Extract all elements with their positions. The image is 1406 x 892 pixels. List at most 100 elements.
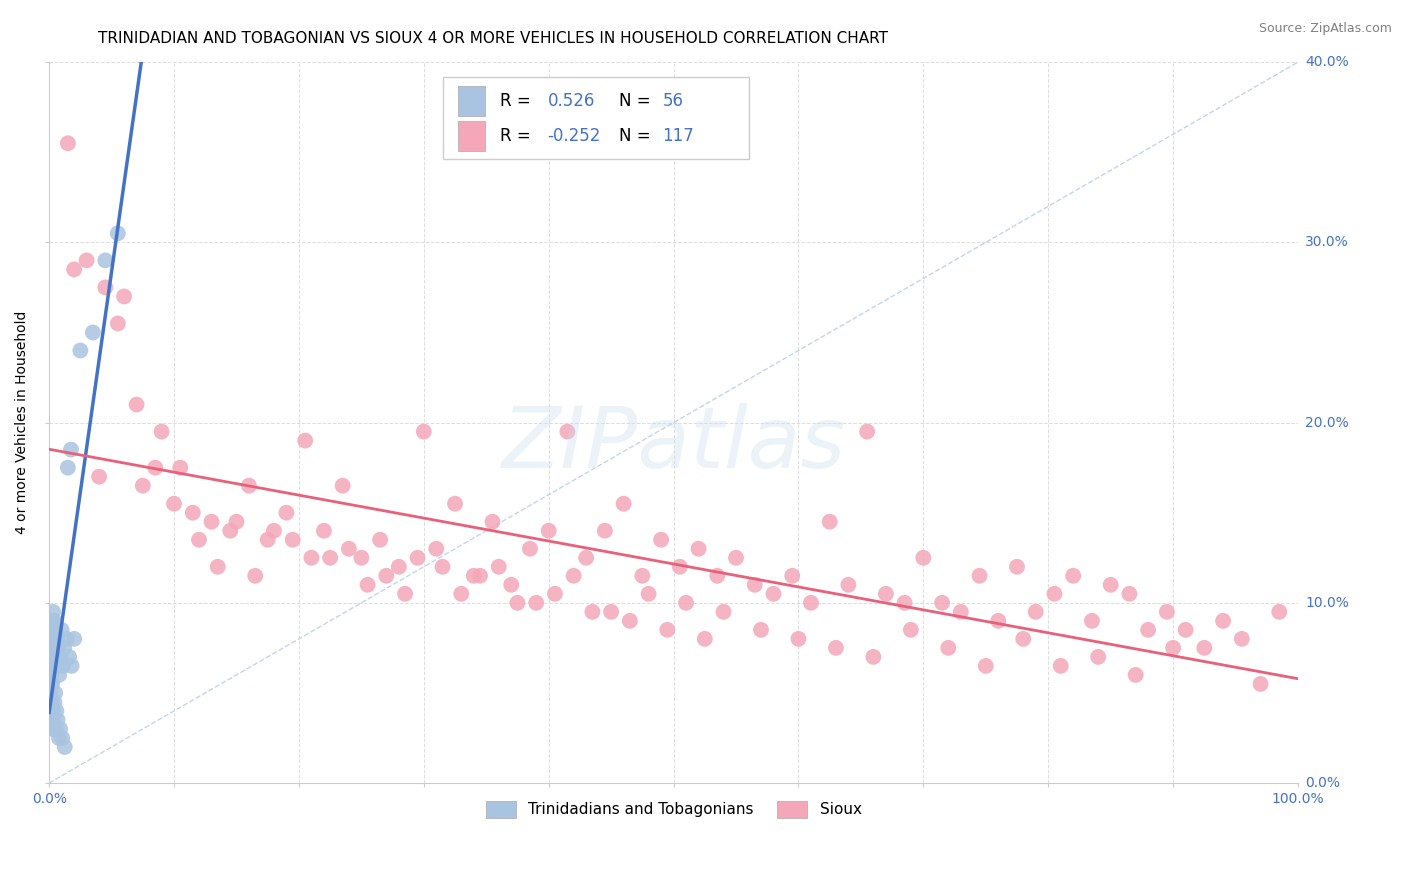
Point bbox=[406, 550, 429, 565]
Point bbox=[544, 587, 567, 601]
Point bbox=[56, 136, 79, 151]
Point bbox=[1099, 578, 1122, 592]
Point bbox=[412, 425, 434, 439]
Point bbox=[1268, 605, 1291, 619]
Point bbox=[42, 640, 65, 655]
Point bbox=[537, 524, 560, 538]
Text: R =: R = bbox=[501, 127, 536, 145]
Point bbox=[749, 623, 772, 637]
Point bbox=[52, 659, 75, 673]
Point bbox=[181, 506, 204, 520]
Point bbox=[63, 632, 86, 646]
Point bbox=[188, 533, 211, 547]
Point bbox=[1005, 559, 1028, 574]
Point bbox=[444, 497, 467, 511]
Point bbox=[299, 550, 322, 565]
Point bbox=[245, 568, 267, 582]
Point bbox=[281, 533, 304, 547]
Point bbox=[974, 659, 997, 673]
Point bbox=[46, 632, 69, 646]
Point bbox=[368, 533, 391, 547]
Text: 20.0%: 20.0% bbox=[1305, 416, 1348, 430]
Point bbox=[200, 515, 222, 529]
Text: N =: N = bbox=[619, 127, 655, 145]
Point bbox=[225, 515, 247, 529]
Point bbox=[862, 649, 884, 664]
Text: -0.252: -0.252 bbox=[547, 127, 600, 145]
Point bbox=[41, 632, 63, 646]
Point bbox=[39, 677, 62, 691]
Point bbox=[39, 704, 62, 718]
Point bbox=[41, 614, 63, 628]
Point bbox=[39, 668, 62, 682]
Point bbox=[468, 568, 491, 582]
Point bbox=[1137, 623, 1160, 637]
Point bbox=[51, 731, 73, 745]
Point bbox=[44, 623, 66, 637]
Point bbox=[82, 326, 104, 340]
Text: TRINIDADIAN AND TOBAGONIAN VS SIOUX 4 OR MORE VEHICLES IN HOUSEHOLD CORRELATION : TRINIDADIAN AND TOBAGONIAN VS SIOUX 4 OR… bbox=[98, 31, 889, 46]
Point bbox=[900, 623, 922, 637]
Point bbox=[1081, 614, 1104, 628]
Point bbox=[48, 731, 70, 745]
Point bbox=[675, 596, 697, 610]
Point bbox=[350, 550, 373, 565]
Point bbox=[38, 695, 60, 709]
Point bbox=[1161, 640, 1184, 655]
Point bbox=[501, 578, 523, 592]
Point bbox=[294, 434, 316, 448]
Point bbox=[263, 524, 285, 538]
Point bbox=[1194, 640, 1216, 655]
Text: 30.0%: 30.0% bbox=[1305, 235, 1348, 250]
Point bbox=[132, 478, 155, 492]
Point bbox=[1049, 659, 1071, 673]
Point bbox=[41, 695, 63, 709]
Point bbox=[1230, 632, 1253, 646]
Text: 0.0%: 0.0% bbox=[1305, 776, 1340, 790]
Point bbox=[39, 686, 62, 700]
Point bbox=[39, 649, 62, 664]
Point bbox=[600, 605, 623, 619]
Point bbox=[581, 605, 603, 619]
Point bbox=[107, 227, 129, 241]
Point bbox=[562, 568, 585, 582]
Point bbox=[931, 596, 953, 610]
Point bbox=[45, 704, 67, 718]
Point bbox=[337, 541, 360, 556]
Point bbox=[800, 596, 823, 610]
Point bbox=[150, 425, 173, 439]
Point bbox=[46, 713, 69, 727]
FancyBboxPatch shape bbox=[457, 86, 485, 116]
Point bbox=[506, 596, 529, 610]
Point bbox=[1043, 587, 1066, 601]
Point bbox=[58, 649, 80, 664]
Point bbox=[575, 550, 598, 565]
Point bbox=[163, 497, 186, 511]
Point bbox=[94, 253, 117, 268]
Point bbox=[693, 632, 716, 646]
Point bbox=[650, 533, 672, 547]
Point bbox=[42, 713, 65, 727]
Point bbox=[631, 568, 654, 582]
Point bbox=[107, 317, 129, 331]
Text: N =: N = bbox=[619, 92, 655, 110]
Point bbox=[42, 704, 65, 718]
Point bbox=[42, 632, 65, 646]
Point bbox=[45, 649, 67, 664]
Point bbox=[256, 533, 278, 547]
Point bbox=[637, 587, 659, 601]
FancyBboxPatch shape bbox=[457, 120, 485, 151]
Point bbox=[713, 605, 735, 619]
Point bbox=[1125, 668, 1147, 682]
Point bbox=[1118, 587, 1140, 601]
FancyBboxPatch shape bbox=[443, 77, 748, 160]
Point bbox=[53, 739, 76, 754]
Point bbox=[481, 515, 503, 529]
Point bbox=[41, 640, 63, 655]
Point bbox=[1062, 568, 1084, 582]
Point bbox=[42, 623, 65, 637]
Point bbox=[856, 425, 879, 439]
Point bbox=[41, 649, 63, 664]
Point bbox=[1212, 614, 1234, 628]
Point bbox=[312, 524, 335, 538]
